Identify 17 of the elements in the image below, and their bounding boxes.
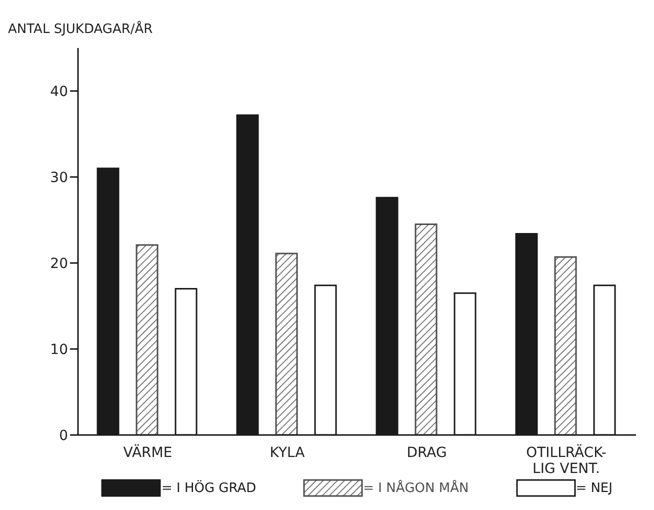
legend-label: = I HÖG GRAD — [161, 480, 256, 496]
y-axis-title: ANTAL SJUKDAGAR/ÅR — [8, 22, 153, 37]
x-tick-label: KYLA — [270, 445, 306, 461]
y-tick-label: 0 — [59, 428, 68, 444]
legend-label: = NEJ — [576, 480, 612, 496]
y-tick-label: 10 — [50, 342, 68, 358]
x-tick-label: VÄRME — [123, 444, 172, 461]
x-tick-label: OTILLRÄCK- LIG VENT. — [526, 444, 606, 477]
bar — [136, 244, 158, 435]
text: = I NÅGON MÅN — [363, 480, 469, 496]
y-tick-label: 40 — [50, 84, 68, 100]
bar — [275, 252, 298, 435]
bar — [414, 224, 438, 435]
y-tick-label: 20 — [50, 256, 68, 272]
y-tick-label: 30 — [50, 170, 68, 186]
bar — [554, 256, 577, 435]
x-tick-label: DRAG — [406, 445, 447, 461]
